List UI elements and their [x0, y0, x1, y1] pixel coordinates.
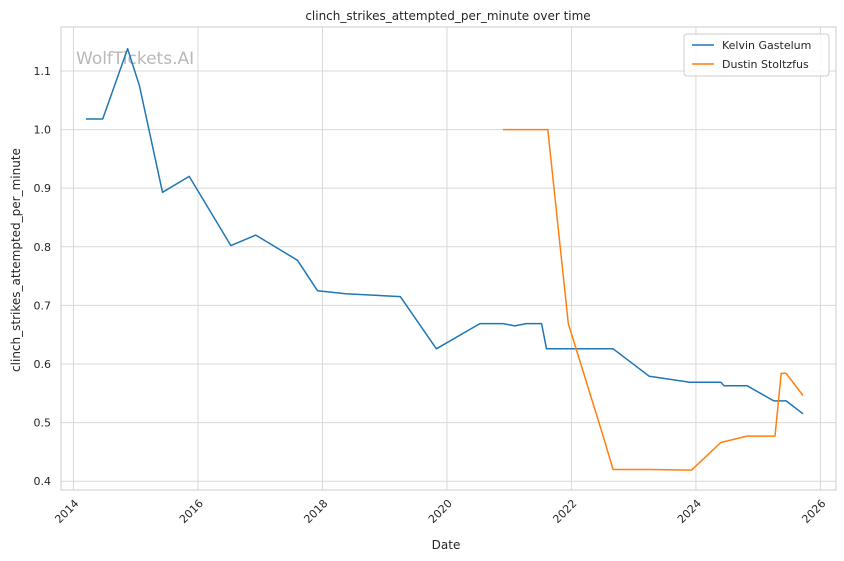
watermark: WolfTickets.AI	[76, 49, 194, 69]
series-line-1	[85, 47, 804, 415]
x-tick-label: 2026	[799, 497, 828, 526]
grid	[61, 27, 836, 490]
plot-frame	[60, 26, 837, 491]
series-line-2	[503, 128, 804, 471]
x-axis-label: Date	[432, 538, 461, 552]
chart-title: clinch_strikes_attempted_per_minute over…	[305, 9, 590, 23]
plot-area	[61, 27, 836, 490]
y-tick-label: 0.7	[34, 299, 52, 312]
y-tick-label: 0.5	[34, 417, 52, 430]
y-tick-label: 0.6	[34, 358, 52, 371]
x-tick-label: 2020	[426, 497, 455, 526]
x-tick-label: 2022	[550, 497, 579, 526]
y-tick-label: 1.0	[34, 124, 52, 137]
legend-label-2: Dustin Stoltzfus	[722, 58, 809, 71]
y-axis-label: clinch_strikes_attempted_per_minute	[9, 148, 23, 372]
legend: Kelvin Gastelum Dustin Stoltzfus	[683, 33, 830, 77]
y-tick-label: 0.4	[34, 475, 52, 488]
y-tick-label: 1.1	[34, 65, 52, 78]
x-tick-label: 2014	[52, 497, 81, 526]
x-tick-label: 2016	[177, 497, 206, 526]
legend-box	[683, 33, 830, 77]
x-tick-label: 2018	[301, 497, 330, 526]
series-layer	[85, 47, 804, 471]
y-tick-label: 0.9	[34, 182, 52, 195]
legend-label-1: Kelvin Gastelum	[722, 39, 811, 52]
y-tick-label: 0.8	[34, 241, 52, 254]
x-tick-label: 2024	[675, 497, 704, 526]
